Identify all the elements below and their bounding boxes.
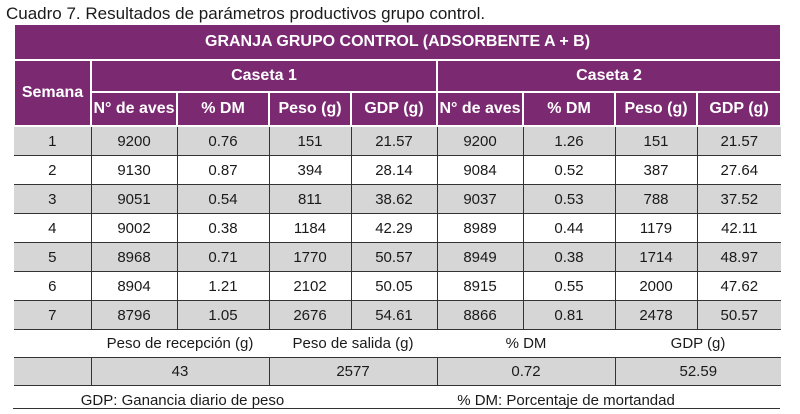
column-header: Peso (g) bbox=[615, 92, 697, 126]
column-header: N° de aves bbox=[91, 92, 177, 126]
table-cell: 394 bbox=[269, 156, 351, 185]
table-cell: 8968 bbox=[91, 243, 177, 272]
table-cell: 8904 bbox=[91, 272, 177, 301]
table-cell: 9002 bbox=[91, 214, 177, 243]
table-cell: 0.81 bbox=[523, 301, 615, 330]
summary-label-exit-weight: Peso de salida (g) bbox=[269, 330, 437, 358]
week-cell: 4 bbox=[14, 214, 91, 243]
table-cell: 1714 bbox=[615, 243, 697, 272]
column-header: N° de aves bbox=[437, 92, 523, 126]
table-cell: 2000 bbox=[615, 272, 697, 301]
table-cell: 8866 bbox=[437, 301, 523, 330]
table-cell: 1.21 bbox=[177, 272, 269, 301]
table-cell: 0.52 bbox=[523, 156, 615, 185]
table-cell: 37.52 bbox=[697, 185, 781, 214]
table-cell: 1179 bbox=[615, 214, 697, 243]
table-cell: 50.05 bbox=[351, 272, 437, 301]
summary-value-gdp: 52.59 bbox=[615, 358, 781, 386]
summary-value-reception-weight: 43 bbox=[91, 358, 269, 386]
table-bottom-rule bbox=[13, 408, 780, 409]
table-title: GRANJA GRUPO CONTROL (ADSORBENTE A + B) bbox=[14, 25, 781, 60]
table-cell: 2102 bbox=[269, 272, 351, 301]
table-cell: 50.57 bbox=[351, 243, 437, 272]
group-header-caseta-2: Caseta 2 bbox=[437, 60, 781, 92]
column-header: % DM bbox=[177, 92, 269, 126]
column-header: Peso (g) bbox=[269, 92, 351, 126]
results-table: GRANJA GRUPO CONTROL (ADSORBENTE A + B) … bbox=[13, 25, 782, 414]
table-cell: 0.71 bbox=[177, 243, 269, 272]
column-header: GDP (g) bbox=[351, 92, 437, 126]
table-cell: 38.62 bbox=[351, 185, 437, 214]
table-cell: 0.55 bbox=[523, 272, 615, 301]
footnote-gdp: GDP: Ganancia diario de peso bbox=[14, 386, 351, 414]
table-cell: 0.87 bbox=[177, 156, 269, 185]
table-cell: 9130 bbox=[91, 156, 177, 185]
table-cell: 8989 bbox=[437, 214, 523, 243]
table-cell: 811 bbox=[269, 185, 351, 214]
table-cell: 2676 bbox=[269, 301, 351, 330]
summary-value-mortality: 0.72 bbox=[437, 358, 615, 386]
table-cell: 0.54 bbox=[177, 185, 269, 214]
table-cell: 2478 bbox=[615, 301, 697, 330]
table-cell: 9037 bbox=[437, 185, 523, 214]
summary-label-mortality: % DM bbox=[437, 330, 615, 358]
summary-label-gdp: GDP (g) bbox=[615, 330, 781, 358]
table-cell: 54.61 bbox=[351, 301, 437, 330]
table-cell: 21.57 bbox=[697, 126, 781, 156]
table-cell: 47.62 bbox=[697, 272, 781, 301]
table-cell: 9200 bbox=[91, 126, 177, 156]
table-caption: Cuadro 7. Resultados de parámetros produ… bbox=[6, 3, 485, 25]
table-cell: 42.29 bbox=[351, 214, 437, 243]
table-cell: 0.44 bbox=[523, 214, 615, 243]
week-header: Semana bbox=[14, 60, 91, 126]
week-cell: 7 bbox=[14, 301, 91, 330]
table-cell: 50.57 bbox=[697, 301, 781, 330]
table-cell: 8949 bbox=[437, 243, 523, 272]
table-cell: 8915 bbox=[437, 272, 523, 301]
table-cell: 151 bbox=[269, 126, 351, 156]
table-cell: 1184 bbox=[269, 214, 351, 243]
table-cell: 21.57 bbox=[351, 126, 437, 156]
table-cell: 387 bbox=[615, 156, 697, 185]
summary-value-exit-weight: 2577 bbox=[269, 358, 437, 386]
week-cell: 6 bbox=[14, 272, 91, 301]
table-cell: 48.97 bbox=[697, 243, 781, 272]
week-cell: 3 bbox=[14, 185, 91, 214]
week-cell: 2 bbox=[14, 156, 91, 185]
table-cell: 1770 bbox=[269, 243, 351, 272]
table-cell: 1.05 bbox=[177, 301, 269, 330]
table-cell: 9200 bbox=[437, 126, 523, 156]
week-cell: 1 bbox=[14, 126, 91, 156]
group-header-caseta-1: Caseta 1 bbox=[91, 60, 437, 92]
table-cell: 9084 bbox=[437, 156, 523, 185]
table-cell: 27.64 bbox=[697, 156, 781, 185]
table-cell: 788 bbox=[615, 185, 697, 214]
week-cell: 5 bbox=[14, 243, 91, 272]
footnote-dm: % DM: Porcentaje de mortandad bbox=[351, 386, 781, 414]
table-cell: 151 bbox=[615, 126, 697, 156]
table-cell: 1.26 bbox=[523, 126, 615, 156]
table-cell: 0.76 bbox=[177, 126, 269, 156]
column-header: % DM bbox=[523, 92, 615, 126]
table-cell: 0.38 bbox=[523, 243, 615, 272]
column-header: GDP (g) bbox=[697, 92, 781, 126]
table-cell: 8796 bbox=[91, 301, 177, 330]
table-cell: 0.53 bbox=[523, 185, 615, 214]
table-cell: 28.14 bbox=[351, 156, 437, 185]
table-cell: 42.11 bbox=[697, 214, 781, 243]
table-cell: 0.38 bbox=[177, 214, 269, 243]
table-cell: 9051 bbox=[91, 185, 177, 214]
summary-label-reception-weight: Peso de recepción (g) bbox=[91, 330, 269, 358]
